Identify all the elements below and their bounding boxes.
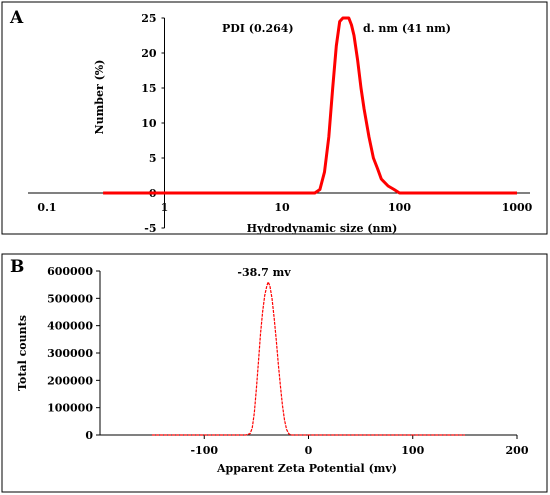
panel-a-x-tick-label: 1 xyxy=(161,201,169,214)
panel-a-x-tick-label: 100 xyxy=(388,201,411,214)
panel-a-y-tick-label: 20 xyxy=(141,47,157,60)
panel-a-x-axis-title: Hydrodynamic size (nm) xyxy=(247,222,398,235)
panel-b-frame xyxy=(1,253,548,493)
panel-b-letter: B xyxy=(10,257,24,277)
panel-a-y-tick-label: -5 xyxy=(144,222,156,235)
panel-b-x-tick-label: 0 xyxy=(305,444,313,457)
panel-b-y-tick-label: 300000 xyxy=(47,347,93,360)
panel-a-x-tick-label: 1000 xyxy=(502,201,533,214)
pdi-annotation: PDI (0.264) xyxy=(222,22,294,35)
panel-a-y-axis-title: Number (%) xyxy=(93,60,106,135)
panel-a-series-line xyxy=(103,16,517,195)
panel-b-y-tick-label: 600000 xyxy=(47,265,93,278)
zeta-annotation: -38.7 mv xyxy=(237,266,291,279)
panel-b-x-tick-label: -100 xyxy=(190,444,218,457)
panel-b-x-axis-title: Apparent Zeta Potential (mv) xyxy=(216,462,397,475)
panel-a-y-tick-label: 15 xyxy=(141,82,156,95)
panel-a-x-tick-label: 0.1 xyxy=(37,201,56,214)
panel-b-y-tick-label: 500000 xyxy=(47,292,93,305)
size-annotation: d. nm (41 nm) xyxy=(363,22,451,35)
panel-b-y-tick-label: 200000 xyxy=(47,374,93,387)
panel-b-x-tick-label: 100 xyxy=(401,444,424,457)
panel-b-y-tick-label: 100000 xyxy=(47,402,93,415)
panel-a-y-tick-label: 10 xyxy=(141,117,157,130)
panel-b-x-ticks: -100 0 100 200 xyxy=(190,435,529,457)
panel-a-frame xyxy=(1,1,548,235)
panel-a-y-tick-label: 25 xyxy=(141,12,156,25)
panel-a-letter: A xyxy=(9,8,24,28)
panel-a-x-tick-label: 10 xyxy=(274,201,290,214)
panel-a-y-tick-label: 5 xyxy=(149,152,157,165)
panel-b-y-tick-label: 400000 xyxy=(47,320,93,333)
panel-b-y-ticks: 0 100000 200000 300000 400000 500000 600000 xyxy=(47,265,100,442)
panel-b-x-tick-label: 200 xyxy=(506,444,529,457)
panel-b: B -100 0 100 200 0 100000 200000 300000 400000 5… xyxy=(1,253,548,493)
panel-b-y-tick-label: 0 xyxy=(85,429,93,442)
panel-b-y-axis-title: Total counts xyxy=(16,315,29,391)
panel-a-x-ticks: 0.1 1 10 100 1000 xyxy=(37,201,532,214)
panel-b-series-line xyxy=(152,281,465,436)
